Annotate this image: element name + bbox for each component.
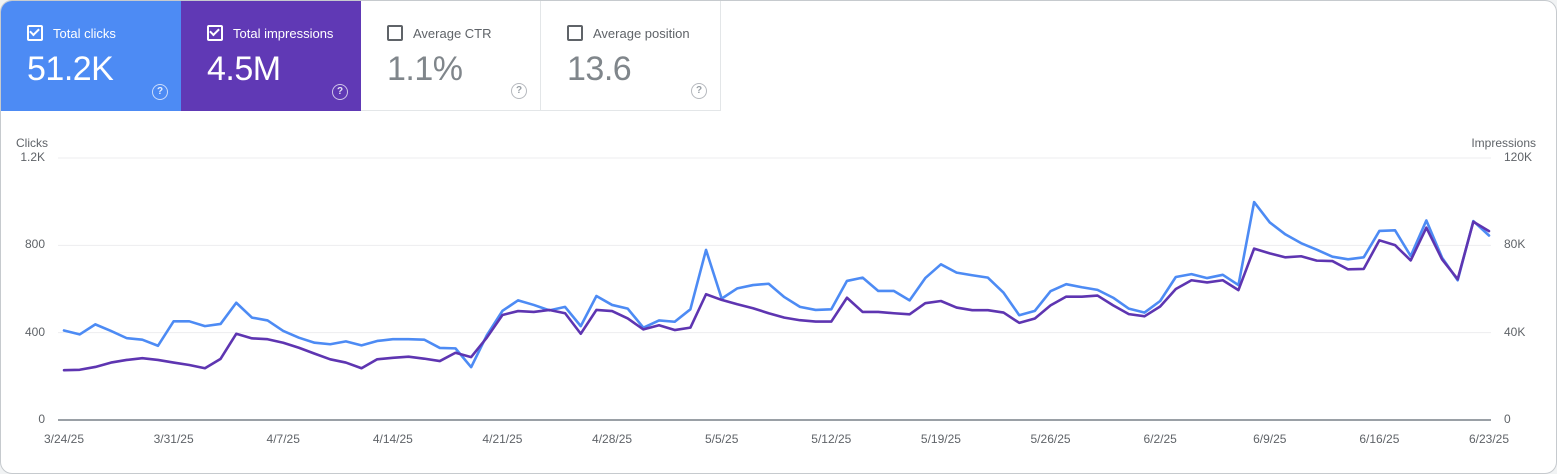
y-tick-label: 0 xyxy=(38,412,45,426)
x-axis-label: 6/16/25 xyxy=(1359,432,1400,446)
y-tick-label: 800 xyxy=(24,237,45,251)
y-tick-label: 400 xyxy=(24,325,45,339)
y-tick-label: 80K xyxy=(1504,237,1526,251)
total-clicks-card[interactable]: Total clicks 51.2K ? xyxy=(1,1,181,111)
impressions-axis-title: Impressions xyxy=(1471,136,1536,150)
clicks-line xyxy=(62,200,1491,369)
card-label: Total impressions xyxy=(233,25,334,41)
impressions-line xyxy=(62,220,1491,372)
card-label: Average position xyxy=(593,25,690,41)
x-axis-label: 4/21/25 xyxy=(482,432,523,446)
help-icon[interactable]: ? xyxy=(152,84,168,100)
help-icon[interactable]: ? xyxy=(511,83,527,99)
x-axis-label: 4/14/25 xyxy=(372,432,413,446)
total-impressions-card[interactable]: Total impressions 4.5M ? xyxy=(181,1,361,111)
card-label: Total clicks xyxy=(53,25,116,41)
x-axis-label: 4/7/25 xyxy=(266,432,300,446)
help-icon[interactable]: ? xyxy=(691,83,707,99)
x-axis-label: 5/12/25 xyxy=(811,432,852,446)
x-axis-label: 3/31/25 xyxy=(153,432,194,446)
x-axis-label: 5/26/25 xyxy=(1030,432,1071,446)
card-value: 51.2K xyxy=(27,50,114,88)
x-axis-label: 6/23/25 xyxy=(1468,432,1510,446)
checkbox-icon[interactable] xyxy=(567,25,583,41)
x-axis-label: 3/24/25 xyxy=(43,432,85,446)
x-axis-label: 5/5/25 xyxy=(705,432,739,446)
card-value: 1.1% xyxy=(387,50,463,88)
average-ctr-card[interactable]: Average CTR 1.1% ? xyxy=(361,1,541,111)
help-icon[interactable]: ? xyxy=(332,84,348,100)
card-value: 13.6 xyxy=(567,50,632,88)
y-tick-label: 40K xyxy=(1504,325,1526,339)
x-axis-label: 5/19/25 xyxy=(920,432,961,446)
metric-cards-row: Total clicks 51.2K ? Total impressions 4… xyxy=(1,1,721,111)
x-axis-label: 6/9/25 xyxy=(1253,432,1287,446)
checkbox-icon[interactable] xyxy=(207,25,223,41)
average-position-card[interactable]: Average position 13.6 ? xyxy=(541,1,721,111)
clicks-axis-title: Clicks xyxy=(16,136,48,150)
x-axis-label: 6/2/25 xyxy=(1143,432,1177,446)
y-tick-label: 0 xyxy=(1504,412,1511,426)
card-value: 4.5M xyxy=(207,50,281,88)
card-label: Average CTR xyxy=(413,25,492,41)
y-tick-label: 120K xyxy=(1504,150,1533,164)
checkbox-icon[interactable] xyxy=(27,25,43,41)
y-tick-label: 1.2K xyxy=(20,150,45,164)
checkbox-icon[interactable] xyxy=(387,25,403,41)
x-axis-label: 4/28/25 xyxy=(592,432,633,446)
